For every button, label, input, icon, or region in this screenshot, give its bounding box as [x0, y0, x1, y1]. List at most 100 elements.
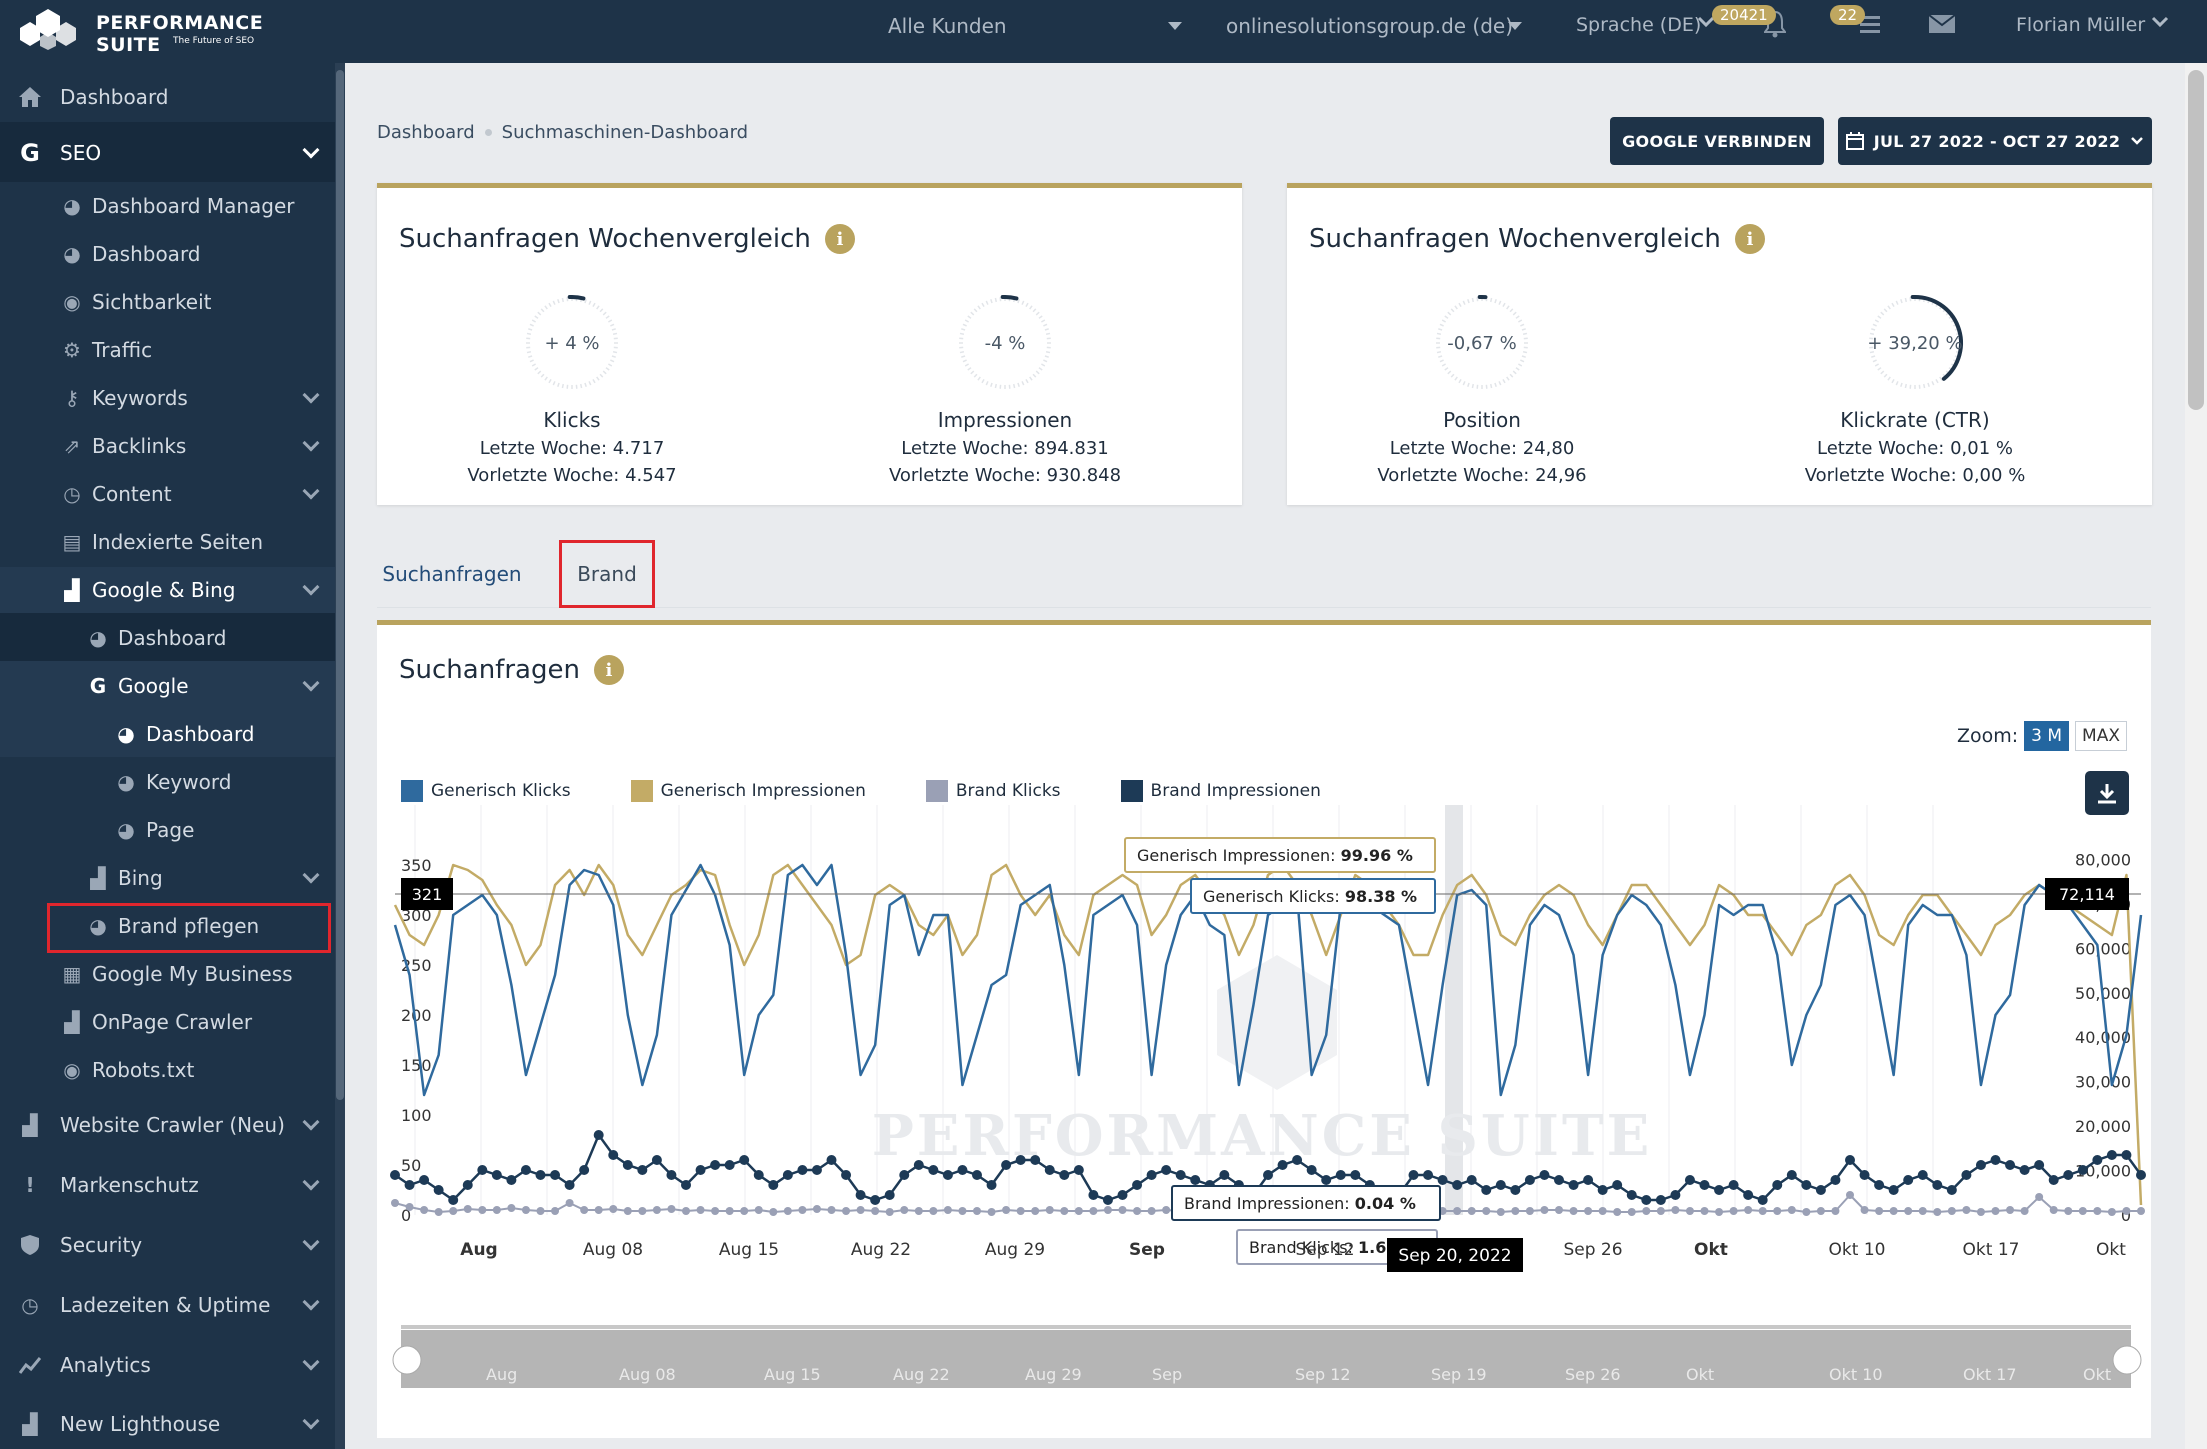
google-connect-label: GOOGLE VERBINDEN — [1622, 131, 1812, 151]
sidebar-item-ladezeiten[interactable]: ◷ Ladezeiten & Uptime — [0, 1282, 335, 1328]
info-icon[interactable]: i — [824, 224, 855, 254]
sidebar-item-seo-dashboard[interactable]: ◕ Dashboard — [0, 231, 335, 277]
sidebar-item-keywords[interactable]: ⚷ Keywords — [0, 375, 335, 421]
crosshair-right-label-bg — [2045, 878, 2129, 910]
sidebar-item-bing[interactable]: ▟ Bing — [0, 855, 335, 901]
sidebar-item-label: Keyword — [146, 770, 232, 794]
point-brand-impressionen — [1597, 1185, 1608, 1195]
sidebar-item-new-lighthouse[interactable]: ▟ New Lighthouse — [0, 1401, 335, 1447]
customer-select-caret-icon[interactable] — [1168, 22, 1182, 32]
tab-suchanfragen[interactable]: Suchanfragen — [377, 540, 527, 608]
gauge-icon: ◕ — [63, 194, 81, 218]
point-brand-klicks — [783, 1207, 792, 1215]
legend-brand-impressionen[interactable]: Brand Impressionen — [1120, 780, 1321, 802]
gauge-tick — [1522, 350, 1528, 354]
sidebar-item-google-page[interactable]: ◕ Page — [0, 807, 335, 853]
sidebar-item-analytics[interactable]: Analytics — [0, 1342, 335, 1388]
sidebar-item-label: Traffic — [92, 338, 153, 362]
breadcrumb-separator — [484, 129, 492, 136]
point-brand-impressionen — [2005, 1160, 2016, 1170]
sidebar-item-backlinks[interactable]: ⇗ Backlinks — [0, 423, 335, 469]
point-brand-impressionen — [1830, 1175, 1841, 1185]
sidebar-item-brand-pflegen[interactable]: ◕ Brand pflegen — [0, 903, 335, 949]
breadcrumb: Dashboard Suchmaschinen-Dashboard — [377, 122, 748, 143]
gauge-tick — [1447, 311, 1452, 316]
sidebar-item-dashboard-manager[interactable]: ◕ Dashboard Manager — [0, 183, 335, 229]
gauge-position: -0,67 % Position Letzte Woche: 24,80 Vor… — [1317, 288, 1647, 486]
point-brand-impressionen — [855, 1190, 866, 1200]
logo[interactable]: Performance Suite The Future of SEO — [18, 6, 318, 56]
point-brand-klicks — [594, 1206, 603, 1214]
domain-select[interactable]: onlinesolutionsgroup.de (de) — [1226, 14, 1513, 38]
tooltip-box — [1190, 878, 1436, 914]
sidebar-item-google-keyword[interactable]: ◕ Keyword — [0, 759, 335, 805]
sidebar-item-website-crawler[interactable]: ▟ Website Crawler (Neu) — [0, 1102, 335, 1148]
chevron-down-icon — [302, 1353, 320, 1371]
series-generisch-klicks — [393, 863, 2143, 1097]
customer-select[interactable]: Alle Kunden — [888, 14, 1007, 38]
tasks-list-icon[interactable] — [1852, 12, 1882, 36]
gauge-tick — [1439, 359, 1444, 363]
sidebar-item-google-bing[interactable]: ▟ Google & Bing — [0, 567, 335, 613]
point-brand-klicks — [609, 1205, 618, 1213]
sidebar-item-markenschutz[interactable]: ! Markenschutz — [0, 1162, 335, 1208]
gauge-icon: ◕ — [117, 818, 135, 842]
search-queries-line-chart[interactable]: PERFORMANCE SUITE05010015020025030035001… — [377, 625, 2151, 1443]
gauge-tick — [973, 373, 978, 378]
page-scrollbar-thumb[interactable] — [2188, 70, 2204, 410]
tab-label: Brand — [577, 562, 637, 586]
sidebar-item-google-dashboard[interactable]: ◕ Dashboard — [0, 711, 335, 757]
sidebar-item-content[interactable]: ◷ Content — [0, 471, 335, 517]
domain-select-caret-icon[interactable] — [1508, 22, 1522, 32]
x-tick-label: Aug — [460, 1240, 497, 1260]
info-icon[interactable]: i — [593, 655, 624, 685]
gauge-tick — [1450, 308, 1455, 313]
sidebar-item-gb-dashboard[interactable]: ◕ Dashboard — [0, 615, 335, 661]
sidebar-item-indexierte-seiten[interactable]: ▤ Indexierte Seiten — [0, 519, 335, 565]
legend-generisch-impressionen[interactable]: Generisch Impressionen — [630, 780, 866, 802]
chevron-down-icon — [302, 866, 320, 884]
gauge-label: Klickrate (CTR) — [1840, 408, 1990, 432]
gauge-tick — [959, 332, 965, 336]
sidebar-item-traffic[interactable]: ⚙ Traffic — [0, 327, 335, 373]
sidebar-item-google[interactable]: G Google — [0, 663, 335, 709]
gauge-tick — [605, 315, 610, 319]
point-brand-impressionen — [1641, 1195, 1652, 1205]
chevron-down-icon — [2131, 137, 2144, 145]
zoom-3m-button[interactable]: 3 M — [2024, 721, 2070, 751]
zoom-max-button[interactable]: MAX — [2075, 721, 2127, 751]
point-brand-impressionen — [477, 1165, 488, 1175]
point-brand-impressionen — [462, 1180, 473, 1190]
sidebar-item-security[interactable]: Security — [0, 1222, 335, 1268]
sidebar-item-onpage-crawler[interactable]: ▟ OnPage Crawler — [0, 999, 335, 1045]
sidebar-item-sichtbarkeit[interactable]: ◉ Sichtbarkeit — [0, 279, 335, 325]
gauge-tick — [592, 378, 596, 384]
user-menu[interactable]: Florian Müller — [2016, 14, 2145, 36]
download-button[interactable] — [2085, 771, 2129, 815]
sidebar-item-google-my-business[interactable]: ▦ Google My Business — [0, 951, 335, 997]
sidebar-item-label: Dashboard — [118, 626, 227, 650]
sidebar-item-robots[interactable]: ◉ Robots.txt — [0, 1047, 335, 1093]
legend-brand-klicks[interactable]: Brand Klicks — [925, 780, 1061, 802]
breadcrumb-dashboard[interactable]: Dashboard — [377, 122, 475, 143]
tab-brand[interactable]: Brand — [559, 540, 655, 608]
gauge-arc — [567, 295, 586, 301]
navigator-label: Aug 29 — [1025, 1365, 1082, 1384]
point-brand-klicks — [1816, 1207, 1825, 1215]
gauge-tick — [1935, 378, 1939, 384]
legend-generisch-klicks[interactable]: Generisch Klicks — [401, 780, 571, 802]
y-right-tick-label: 30,000 — [2075, 1073, 2131, 1092]
google-connect-button[interactable]: GOOGLE VERBINDEN — [1610, 117, 1824, 165]
sidebar-scrollbar-thumb[interactable] — [336, 70, 344, 1100]
info-icon[interactable]: i — [1734, 224, 1765, 254]
gauge-tick — [596, 305, 600, 310]
page-scrollbar[interactable] — [2185, 63, 2207, 1449]
sidebar-item-label: Keywords — [92, 386, 188, 410]
user-chevron-icon[interactable] — [2150, 15, 2170, 29]
gauge-tick — [1489, 383, 1493, 389]
sidebar-item-seo[interactable]: G SEO — [0, 130, 335, 176]
language-select[interactable]: Sprache (DE) — [1576, 14, 1701, 36]
sidebar-item-dashboard[interactable]: Dashboard — [0, 74, 335, 120]
mail-icon[interactable] — [1928, 14, 1956, 34]
date-range-button[interactable]: JUL 27 2022 - OCT 27 2022 — [1838, 117, 2152, 165]
